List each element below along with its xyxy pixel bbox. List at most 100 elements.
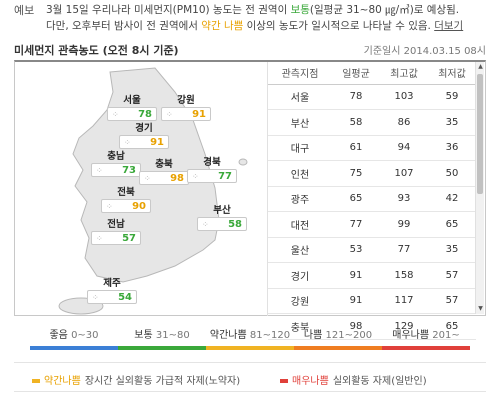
region-value: 91 [192,108,206,120]
legend-normal: 보통 31~80 [118,326,206,341]
table-row: 경기 91 158 57 [268,262,476,289]
forecast-line-1-text: 3월 15일 우리나라 미세먼지(PM10) 농도는 전 권역이 [46,4,288,16]
region-gangwon[interactable]: 강원 ⁘ 91 [161,92,211,121]
cell-station: 인천 [268,160,332,187]
region-busan[interactable]: 부산 ⁘ 58 [197,202,247,231]
cell-max: 103 [380,84,428,110]
legend-range: 31~80 [155,330,190,341]
region-jeonnam[interactable]: 전남 ⁘ 57 [91,216,141,245]
forecast-line-2-text: 다만, 오후부터 밤사이 전 권역에서 [46,20,198,32]
cell-station: 서울 [268,84,332,110]
base-time: 기준일시 2014.03.15 08시 [363,46,486,57]
cell-avg: 75 [332,160,380,187]
legend-label: 매우나쁨 [392,330,430,341]
legend-bar-very-bad [382,346,470,350]
observation-panel: 서울 ⁘ 78 강원 ⁘ 91 경기 ⁘ 91 충남 ⁘ 73 충북 ⁘ 98 경북 ⁘ 7… [14,60,486,340]
observation-table: 관측지점 일평균 최고값 최저값 서울 78 103 59 부산 58 86 35 대구 61… [268,62,476,340]
header-min: 최저값 [428,62,476,85]
legend-bar-good [30,346,118,350]
table-row: 충북 98 129 65 [268,313,476,340]
region-jeju[interactable]: 제주 ⁘ 54 [87,275,137,304]
scroll-down-arrow-icon[interactable]: ▼ [478,305,483,312]
region-value: 91 [150,136,164,148]
scroll-thumb[interactable] [477,74,483,194]
legend-bar-slightly-bad [206,346,294,350]
region-value: 57 [122,232,136,244]
section-header: 미세먼지 관측농도 (오전 8시 기준) 기준일시 2014.03.15 08시 [14,40,486,58]
table-row: 인천 75 107 50 [268,160,476,187]
table-header-row: 관측지점 일평균 최고값 최저값 [268,62,476,85]
region-chungbuk[interactable]: 충북 ⁘ 98 [139,156,189,185]
cell-max: 117 [380,288,428,314]
legend-label: 약간나쁨 [209,330,247,341]
legend-range: 0~30 [71,330,99,341]
cell-avg: 77 [332,211,380,238]
cell-station: 광주 [268,186,332,212]
ulleung-island [238,158,248,166]
header-daily-avg: 일평균 [332,62,380,85]
region-value-box: ⁘ 78 [107,107,157,121]
region-value-box: ⁘ 58 [197,217,247,231]
region-chungnam[interactable]: 충남 ⁘ 73 [91,148,141,177]
table-scrollbar[interactable]: ▲ ▼ [475,62,484,314]
cell-min: 59 [428,84,476,110]
header-max: 최고값 [380,62,428,85]
cell-station: 대전 [268,211,332,238]
region-value-box: ⁘ 73 [91,163,141,177]
cell-avg: 78 [332,84,380,110]
forecast-tag: 예보 [14,4,35,17]
more-link[interactable]: 더보기 [434,20,464,32]
note-label: 매우나쁨 [292,376,329,387]
cell-max: 86 [380,109,428,136]
region-gyeongbuk[interactable]: 경북 ⁘ 77 [187,154,237,183]
region-seoul[interactable]: 서울 ⁘ 78 [107,92,157,121]
region-value: 90 [132,200,146,212]
dust-icon: ⁘ [96,233,103,243]
region-value: 58 [228,218,242,230]
section-title: 미세먼지 관측농도 (오전 8시 기준) [14,44,179,57]
forecast-line-1-tail: (일평균 31~80 ㎍/㎥)로 예상됨. [309,4,460,16]
region-value: 73 [122,164,136,176]
cell-avg: 91 [332,262,380,289]
scroll-up-arrow-icon[interactable]: ▲ [478,63,483,70]
note-text: 장시간 실외활동 가급적 자제(노약자) [84,376,241,387]
note-swatch [280,379,288,383]
region-value: 77 [218,170,232,182]
region-name: 부산 [213,205,231,216]
table-row: 서울 78 103 59 [268,84,476,110]
cell-min: 57 [428,262,476,289]
note-very-bad: 매우나쁨 실외활동 자제(일반인) [280,372,427,387]
legend-bar-bad [294,346,382,350]
forecast-level-normal: 보통 [290,4,310,16]
region-jeonbuk[interactable]: 전북 ⁘ 90 [101,184,151,213]
observation-table-area: 관측지점 일평균 최고값 최저값 서울 78 103 59 부산 58 86 35 대구 61… [267,62,485,340]
cell-avg: 98 [332,313,380,340]
cell-min: 65 [428,313,476,340]
cell-max: 77 [380,237,428,263]
cell-min: 35 [428,109,476,136]
legend-label: 좋음 [49,330,68,341]
dust-icon: ⁘ [92,292,99,302]
table-row: 울산 53 77 35 [268,237,476,263]
cell-station: 경기 [268,262,332,289]
cell-max: 107 [380,160,428,187]
cell-min: 36 [428,135,476,161]
forecast-line-2: 다만, 오후부터 밤사이 전 권역에서 약간 나쁨 이상의 농도가 일시적으로 … [46,18,463,33]
cell-station: 울산 [268,237,332,263]
cell-station: 대구 [268,135,332,161]
region-name: 전북 [117,187,135,198]
dust-icon: ⁘ [124,137,131,147]
forecast-line-1: 3월 15일 우리나라 미세먼지(PM10) 농도는 전 권역이 보통(일평균 … [46,2,459,17]
forecast-summary: 예보 3월 15일 우리나라 미세먼지(PM10) 농도는 전 권역이 보통(일… [0,0,500,36]
region-value: 98 [170,172,184,184]
legend-bad: 나쁨 121~200 [294,326,382,341]
legend-very-bad: 매우나쁨 201~ [382,326,470,341]
table-row: 부산 58 86 35 [268,109,476,136]
region-value-box: ⁘ 91 [119,135,169,149]
cell-min: 57 [428,288,476,314]
note-text: 실외활동 자제(일반인) [332,376,427,387]
region-value-box: ⁘ 57 [91,231,141,245]
cell-max: 93 [380,186,428,212]
region-gyeonggi[interactable]: 경기 ⁘ 91 [119,120,169,149]
cell-min: 50 [428,160,476,187]
